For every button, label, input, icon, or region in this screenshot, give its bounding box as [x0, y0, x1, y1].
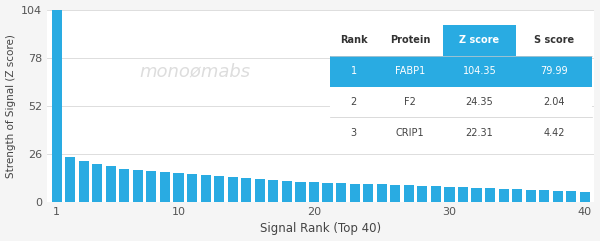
Bar — [539, 190, 550, 202]
Text: 22.31: 22.31 — [466, 128, 493, 138]
Bar — [92, 164, 103, 202]
Bar — [282, 181, 292, 202]
Bar — [566, 191, 577, 202]
Text: Protein: Protein — [390, 35, 430, 45]
Text: 2: 2 — [350, 97, 357, 107]
Bar — [322, 183, 332, 202]
Bar — [214, 176, 224, 202]
Bar — [255, 179, 265, 202]
Bar — [65, 157, 75, 202]
Bar — [445, 187, 455, 202]
Bar — [241, 178, 251, 202]
Bar — [336, 183, 346, 202]
Text: 4.42: 4.42 — [543, 128, 565, 138]
Bar — [146, 172, 157, 202]
Bar — [173, 173, 184, 202]
Bar — [187, 174, 197, 202]
Text: monoømabs: monoømabs — [139, 62, 250, 80]
Bar — [350, 183, 360, 202]
Text: CRIP1: CRIP1 — [395, 128, 424, 138]
Y-axis label: Strength of Signal (Z score): Strength of Signal (Z score) — [5, 34, 16, 178]
Text: F2: F2 — [404, 97, 416, 107]
Bar — [52, 9, 62, 202]
Bar — [431, 186, 441, 202]
Text: S score: S score — [534, 35, 574, 45]
Text: 24.35: 24.35 — [466, 97, 493, 107]
Text: 2.04: 2.04 — [543, 97, 565, 107]
Text: 79.99: 79.99 — [540, 66, 568, 76]
Bar — [472, 187, 482, 202]
Text: 1: 1 — [350, 66, 356, 76]
Bar — [553, 191, 563, 202]
Bar — [377, 184, 387, 202]
Bar — [309, 182, 319, 202]
Bar — [268, 180, 278, 202]
Bar — [458, 187, 468, 202]
Text: Z score: Z score — [459, 35, 499, 45]
Bar — [106, 167, 116, 202]
Bar — [200, 175, 211, 202]
Bar — [404, 185, 414, 202]
Text: Rank: Rank — [340, 35, 367, 45]
Bar — [526, 190, 536, 202]
Text: 3: 3 — [350, 128, 356, 138]
Bar — [160, 172, 170, 202]
Bar — [418, 186, 427, 202]
Text: FABP1: FABP1 — [395, 66, 425, 76]
Bar — [580, 192, 590, 202]
Bar — [295, 182, 305, 202]
Bar — [512, 189, 523, 202]
Bar — [390, 185, 400, 202]
Bar — [119, 169, 130, 202]
Bar — [227, 177, 238, 202]
X-axis label: Signal Rank (Top 40): Signal Rank (Top 40) — [260, 222, 382, 235]
Bar — [363, 184, 373, 202]
Bar — [133, 170, 143, 202]
Bar — [485, 188, 495, 202]
Bar — [79, 161, 89, 202]
Text: 104.35: 104.35 — [463, 66, 496, 76]
Bar — [499, 189, 509, 202]
